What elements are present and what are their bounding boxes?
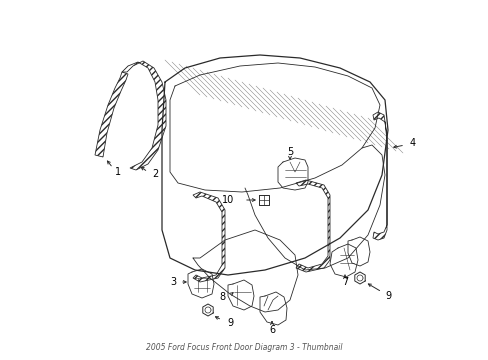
Text: 8: 8: [219, 292, 224, 302]
Text: 6: 6: [268, 325, 274, 335]
Text: 9: 9: [384, 291, 390, 301]
Text: 2: 2: [152, 169, 158, 179]
Text: 7: 7: [341, 277, 347, 287]
Text: 3: 3: [169, 277, 176, 287]
Text: 10: 10: [221, 195, 234, 205]
Text: 5: 5: [286, 147, 292, 157]
Text: 2005 Ford Focus Front Door Diagram 3 - Thumbnail: 2005 Ford Focus Front Door Diagram 3 - T…: [145, 343, 342, 352]
Text: 1: 1: [115, 167, 121, 177]
Text: 4: 4: [409, 138, 415, 148]
Text: 9: 9: [226, 318, 233, 328]
